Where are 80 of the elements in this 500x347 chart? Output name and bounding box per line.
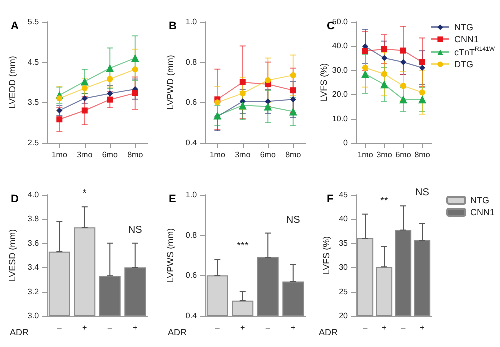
y-tick-label: 3.2 [28,287,40,296]
y-tick-label: 3.5 [28,98,40,108]
x-tick-label: 6mo [260,150,276,160]
y-tick-label: 0.6 [186,271,198,280]
annotation: * [82,188,87,200]
y-tick-label: 0.8 [186,230,198,240]
y-tick-label: 50.0 [332,18,349,26]
legend-label: NTG [454,22,474,32]
x-tick-label: – [266,324,271,332]
x-tick-label: – [108,324,113,332]
y-tick-label: 0.4 [186,312,198,320]
y-tick-label: 20 [339,312,349,320]
y-axis-title: LVPWS (mm) [166,228,176,283]
y-tick-label: 30.0 [332,66,349,75]
x-tick-label: 3mo [376,150,393,160]
x-tick-label: + [133,324,138,332]
y-axis-title: LVFS (%) [322,236,332,275]
x-tick-label: 6mo [102,150,118,160]
y-tick-label: 3.8 [28,214,40,224]
x-tick-label: + [291,324,296,332]
x-tick-label: + [82,324,88,332]
annotation: NS [286,214,301,226]
legend-label: DTG [454,60,474,70]
y-tick-label: 0.6 [186,98,198,108]
x-tick-label: – [57,324,62,332]
y-tick-label: 5.5 [28,18,40,26]
x-tick-label: 3mo [77,150,94,160]
chart-title: D [11,194,19,206]
y-tick-label: 2.5 [28,138,40,148]
x-tick-label: – [363,324,368,332]
x-axis-title: ADR [10,328,30,338]
legend-label: CNN1 [470,208,496,218]
y-tick-label: 4.5 [28,58,40,67]
y-tick-label: 20.0 [332,90,349,100]
y-tick-label: 1.0 [186,190,198,200]
y-axis-title: LVPWD (mm) [166,55,176,110]
chart-title: B [169,20,177,32]
x-tick-label: 1mo [52,150,68,160]
y-tick-label: 1.0 [186,18,198,26]
x-axis-title: ADR [318,328,338,338]
y-tick-label: 40.0 [332,42,349,51]
y-tick-label: 0.8 [186,58,198,67]
y-tick-label: 4.0 [28,190,40,200]
y-tick-label: 3.6 [28,238,40,248]
annotation: ** [380,196,388,207]
x-tick-label: 8mo [414,150,431,160]
x-tick-label: + [420,324,426,332]
x-tick-label: 8mo [286,150,302,160]
x-tick-label: – [215,324,220,332]
y-tick-label: 30 [339,263,349,272]
y-axis-title: LVFS (%) [319,63,330,102]
chart-title: F [327,194,334,206]
annotation: NS [128,224,143,236]
x-tick-label: 3mo [235,150,252,160]
y-tick-label: 3.4 [28,263,40,272]
y-tick-label: 0 [344,138,349,148]
x-tick-label: + [240,324,246,332]
chart-title: C [327,20,335,32]
x-tick-label: 1mo [210,150,226,160]
x-tick-label: 1mo [358,150,374,160]
y-tick-label: 10.0 [332,114,349,124]
x-tick-label: 6mo [396,150,412,160]
annotation: NS [416,188,430,199]
y-axis-title: LVEDD (mm) [8,56,18,109]
x-tick-label: + [382,324,388,332]
y-tick-label: 45 [339,190,349,200]
annotation: *** [237,241,249,252]
x-tick-label: 8mo [128,150,144,160]
y-tick-label: 35 [339,238,349,248]
y-axis-title: LVESD (mm) [8,229,18,282]
y-tick-label: 40 [339,214,349,224]
y-tick-label: 0.4 [186,138,198,148]
legend-label: NTG [470,196,490,206]
chart-title: A [11,20,19,32]
x-axis-title: ADR [168,328,188,338]
x-tick-label: – [401,324,406,332]
chart-title: E [169,194,176,206]
y-tick-label: 3.0 [28,312,40,320]
legend-label: CNN1 [454,34,480,44]
y-tick-label: 25 [339,287,349,296]
